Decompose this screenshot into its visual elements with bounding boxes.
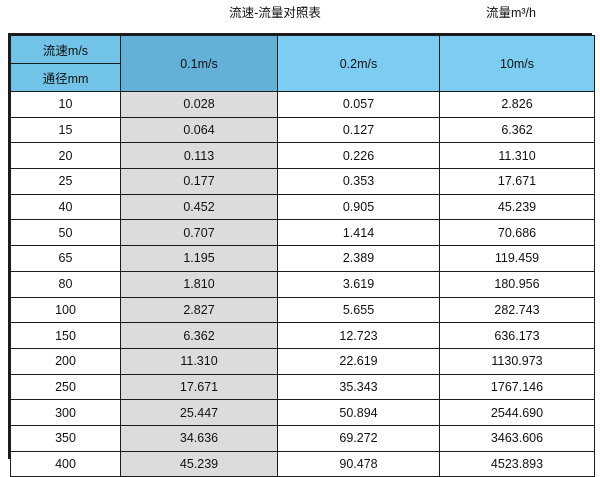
- cell-flow-0p1: 0.177: [120, 168, 278, 195]
- table-title: 流速-流量对照表: [229, 6, 321, 20]
- cell-flow-0p1: 1.195: [120, 245, 278, 272]
- table-row: 40 0.452 0.905 45.239: [10, 193, 595, 221]
- cell-flow-10: 11.310: [439, 142, 595, 170]
- cell-diameter: 200: [10, 347, 121, 375]
- cell-flow-0p1: 6.362: [120, 322, 278, 349]
- cell-flow-0p2: 1.414: [277, 219, 440, 247]
- cell-flow-0p1: 45.239: [120, 450, 278, 477]
- cell-flow-10: 1130.973: [439, 347, 595, 375]
- cell-flow-0p2: 0.226: [277, 142, 440, 170]
- table-body: 流速m/s 0.1m/s 0.2m/s 10m/s 通径mm 10 0.028 …: [10, 35, 595, 477]
- cell-flow-10: 3463.606: [439, 424, 595, 452]
- cell-flow-10: 17.671: [439, 168, 595, 195]
- cell-flow-0p2: 0.353: [277, 168, 440, 195]
- cell-flow-10: 180.956: [439, 270, 595, 298]
- cell-flow-0p2: 5.655: [277, 296, 440, 324]
- table-row: 150 6.362 12.723 636.173: [10, 322, 595, 349]
- cell-flow-0p1: 0.028: [120, 91, 278, 118]
- cell-flow-0p2: 0.057: [277, 91, 440, 118]
- cell-flow-0p2: 12.723: [277, 322, 440, 349]
- cell-flow-0p1: 0.113: [120, 142, 278, 170]
- cell-flow-10: 2544.690: [439, 399, 595, 426]
- table-row: 10 0.028 0.057 2.826: [10, 91, 595, 118]
- caption-bar: 流速-流量对照表 流量m³/h: [0, 0, 600, 33]
- cell-diameter: 150: [10, 322, 121, 349]
- cell-flow-10: 4523.893: [439, 450, 595, 477]
- cell-flow-0p1: 0.707: [120, 219, 278, 247]
- cell-flow-0p2: 0.905: [277, 193, 440, 221]
- flow-velocity-table-container: 流速m/s 0.1m/s 0.2m/s 10m/s 通径mm 10 0.028 …: [8, 33, 595, 477]
- table-row: 80 1.810 3.619 180.956: [10, 270, 595, 298]
- cell-flow-0p2: 2.389: [277, 245, 440, 272]
- table-row: 250 17.671 35.343 1767.146: [10, 373, 595, 401]
- cell-flow-0p1: 25.447: [120, 399, 278, 426]
- table-row: 200 11.310 22.619 1130.973: [10, 347, 595, 375]
- cell-diameter: 50: [10, 219, 121, 247]
- cell-flow-10: 282.743: [439, 296, 595, 324]
- cell-flow-0p2: 90.478: [277, 450, 440, 477]
- cell-flow-10: 70.686: [439, 219, 595, 247]
- cell-flow-10: 6.362: [439, 116, 595, 144]
- flow-unit-label: 流量m³/h: [485, 6, 536, 20]
- header-column-2: 10m/s: [439, 35, 595, 92]
- cell-flow-0p1: 0.452: [120, 193, 278, 221]
- table-row: 20 0.113 0.226 11.310: [10, 142, 595, 170]
- cell-diameter: 25: [10, 168, 121, 195]
- table-header-row-bottom: 通径mm: [10, 63, 595, 92]
- cell-flow-0p1: 11.310: [120, 347, 278, 375]
- cell-diameter: 350: [10, 424, 121, 452]
- cell-diameter: 20: [10, 142, 121, 170]
- cell-flow-0p1: 34.636: [120, 424, 278, 452]
- cell-diameter: 80: [10, 270, 121, 298]
- header-column-0: 0.1m/s: [120, 35, 278, 92]
- cell-flow-0p2: 50.894: [277, 399, 440, 426]
- cell-flow-10: 1767.146: [439, 373, 595, 401]
- cell-diameter: 15: [10, 116, 121, 144]
- flow-velocity-table: 流速m/s 0.1m/s 0.2m/s 10m/s 通径mm 10 0.028 …: [10, 35, 595, 477]
- cell-flow-0p1: 0.064: [120, 116, 278, 144]
- cell-diameter: 65: [10, 245, 121, 272]
- cell-flow-0p2: 69.272: [277, 424, 440, 452]
- table-row: 100 2.827 5.655 282.743: [10, 296, 595, 324]
- table-row: 300 25.447 50.894 2544.690: [10, 399, 595, 426]
- cell-flow-0p1: 17.671: [120, 373, 278, 401]
- cell-diameter: 250: [10, 373, 121, 401]
- header-column-1: 0.2m/s: [277, 35, 440, 92]
- cell-flow-0p2: 22.619: [277, 347, 440, 375]
- cell-flow-0p2: 0.127: [277, 116, 440, 144]
- cell-flow-10: 636.173: [439, 322, 595, 349]
- header-velocity-label: 流速m/s: [10, 35, 121, 64]
- table-row: 15 0.064 0.127 6.362: [10, 116, 595, 144]
- cell-flow-10: 2.826: [439, 91, 595, 118]
- cell-diameter: 300: [10, 399, 121, 426]
- cell-flow-0p2: 35.343: [277, 373, 440, 401]
- table-header-row-top: 流速m/s 0.1m/s 0.2m/s 10m/s: [10, 35, 595, 92]
- table-row: 350 34.636 69.272 3463.606: [10, 424, 595, 452]
- table-row: 65 1.195 2.389 119.459: [10, 245, 595, 272]
- cell-flow-10: 119.459: [439, 245, 595, 272]
- table-row: 400 45.239 90.478 4523.893: [10, 450, 595, 477]
- cell-flow-10: 45.239: [439, 193, 595, 221]
- table-row: 50 0.707 1.414 70.686: [10, 219, 595, 247]
- table-row: 25 0.177 0.353 17.671: [10, 168, 595, 195]
- cell-flow-0p1: 1.810: [120, 270, 278, 298]
- cell-diameter: 40: [10, 193, 121, 221]
- cell-diameter: 400: [10, 450, 121, 477]
- cell-flow-0p2: 3.619: [277, 270, 440, 298]
- cell-diameter: 100: [10, 296, 121, 324]
- header-diameter-label: 通径mm: [10, 63, 121, 92]
- cell-flow-0p1: 2.827: [120, 296, 278, 324]
- cell-diameter: 10: [10, 91, 121, 118]
